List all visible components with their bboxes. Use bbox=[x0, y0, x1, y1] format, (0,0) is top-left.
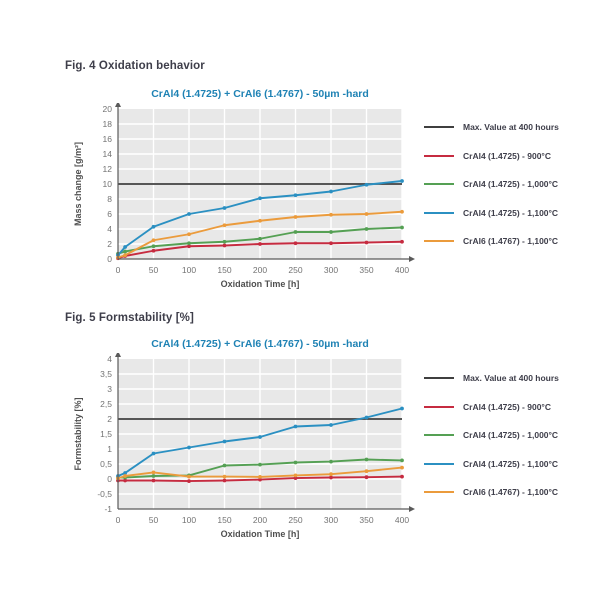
figure-5-heading: Fig. 5 Formstability [%] bbox=[65, 312, 194, 324]
legend-label: CrAl6 (1.4767) - 1,100°C bbox=[463, 236, 559, 246]
svg-text:12: 12 bbox=[103, 164, 113, 174]
oxidation-y-axis-label: Mass change [g/m²] bbox=[73, 141, 83, 227]
svg-text:0: 0 bbox=[116, 265, 121, 275]
svg-text:150: 150 bbox=[217, 265, 231, 275]
svg-text:350: 350 bbox=[359, 265, 373, 275]
legend-label: Max. Value at 400 hours bbox=[463, 373, 559, 383]
svg-text:0,5: 0,5 bbox=[100, 459, 112, 469]
svg-text:3: 3 bbox=[107, 384, 112, 394]
svg-text:16: 16 bbox=[103, 134, 113, 144]
legend-item-cral4-1100: CrAl4 (1.4725) - 1,100°C bbox=[424, 207, 594, 219]
max-value-line-swatch bbox=[424, 126, 454, 128]
svg-text:0: 0 bbox=[116, 515, 121, 525]
svg-text:-1: -1 bbox=[104, 504, 112, 514]
cral6-1100-line-swatch bbox=[424, 491, 454, 493]
legend-label: CrAl4 (1.4725) - 1,000°C bbox=[463, 179, 559, 189]
svg-text:400: 400 bbox=[395, 265, 409, 275]
svg-text:400: 400 bbox=[395, 515, 409, 525]
svg-text:0: 0 bbox=[107, 254, 112, 264]
legend-item-cral4-1100: CrAl4 (1.4725) - 1,100°C bbox=[424, 458, 594, 470]
svg-text:2: 2 bbox=[107, 414, 112, 424]
svg-text:250: 250 bbox=[288, 265, 302, 275]
figure-4-heading: Fig. 4 Oxidation behavior bbox=[65, 60, 205, 72]
legend-label: CrAl4 (1.4725) - 1,100°C bbox=[463, 207, 559, 218]
legend-item-max-value: Max. Value at 400 hours bbox=[424, 121, 594, 133]
svg-text:2: 2 bbox=[107, 239, 112, 249]
svg-text:6: 6 bbox=[107, 209, 112, 219]
svg-text:150: 150 bbox=[217, 515, 231, 525]
formstability-y-axis-label: Formstability [%] bbox=[73, 397, 83, 471]
svg-text:200: 200 bbox=[253, 515, 267, 525]
svg-text:350: 350 bbox=[359, 515, 373, 525]
svg-text:10: 10 bbox=[103, 179, 113, 189]
oxidation-x-axis-label: Oxidation Time [h] bbox=[220, 279, 300, 289]
svg-text:4: 4 bbox=[107, 224, 112, 234]
legend-item-cral6-1100: CrAl6 (1.4767) - 1,100°C bbox=[424, 235, 594, 247]
cral4-900-line-swatch bbox=[424, 405, 454, 408]
cral6-1100-line-swatch bbox=[424, 240, 454, 242]
cral4-900-line-swatch bbox=[424, 154, 454, 157]
svg-text:0: 0 bbox=[107, 474, 112, 484]
svg-text:20: 20 bbox=[103, 104, 113, 114]
max-value-line-swatch bbox=[424, 377, 454, 379]
oxidation-chart-title: CrAl4 (1.4725) + CrAl6 (1.4767) - 50µm -… bbox=[151, 88, 369, 100]
cral4-1100-line-swatch bbox=[424, 211, 454, 214]
oxidation-legend: Max. Value at 400 hours CrAl4 (1.4725) -… bbox=[424, 121, 594, 264]
svg-text:100: 100 bbox=[182, 515, 196, 525]
formstability-chart: -1 -0,5 0 0,5 1 1,5 2 2,5 3 3,5 4 0 50 100 150 200 250 30… bbox=[97, 353, 415, 525]
legend-label: CrAl4 (1.4725) - 1,000°C bbox=[463, 430, 559, 440]
svg-text:18: 18 bbox=[103, 119, 113, 129]
cral4-1000-line-swatch bbox=[424, 183, 454, 185]
svg-text:250: 250 bbox=[288, 515, 302, 525]
svg-text:4: 4 bbox=[107, 354, 112, 364]
svg-text:2,5: 2,5 bbox=[100, 399, 112, 409]
legend-item-cral4-1000: CrAl4 (1.4725) - 1,000°C bbox=[424, 429, 594, 441]
svg-text:100: 100 bbox=[182, 265, 196, 275]
svg-text:3,5: 3,5 bbox=[100, 369, 112, 379]
svg-text:8: 8 bbox=[107, 194, 112, 204]
svg-text:50: 50 bbox=[149, 265, 159, 275]
legend-label: CrAl4 (1.4725) - 900°C bbox=[463, 401, 551, 412]
cral4-1100-line-swatch bbox=[424, 462, 454, 465]
legend-item-max-value: Max. Value at 400 hours bbox=[424, 372, 594, 384]
svg-text:200: 200 bbox=[253, 265, 267, 275]
svg-text:-0,5: -0,5 bbox=[97, 489, 112, 499]
legend-item-cral4-900: CrAl4 (1.4725) - 900°C bbox=[424, 150, 594, 162]
formstability-chart-title: CrAl4 (1.4725) + CrAl6 (1.4767) - 50µm -… bbox=[151, 338, 369, 350]
cral4-1000-line-swatch bbox=[424, 434, 454, 436]
legend-item-cral4-900: CrAl4 (1.4725) - 900°C bbox=[424, 401, 594, 413]
svg-text:50: 50 bbox=[149, 515, 159, 525]
formstability-legend: Max. Value at 400 hours CrAl4 (1.4725) -… bbox=[424, 372, 594, 515]
legend-label: Max. Value at 400 hours bbox=[463, 122, 559, 132]
svg-text:1,5: 1,5 bbox=[100, 429, 112, 439]
legend-label: CrAl4 (1.4725) - 900°C bbox=[463, 150, 551, 161]
legend-label: CrAl6 (1.4767) - 1,100°C bbox=[463, 487, 559, 497]
legend-item-cral6-1100: CrAl6 (1.4767) - 1,100°C bbox=[424, 486, 594, 498]
svg-text:300: 300 bbox=[324, 265, 338, 275]
legend-item-cral4-1000: CrAl4 (1.4725) - 1,000°C bbox=[424, 178, 594, 190]
svg-text:14: 14 bbox=[103, 149, 113, 159]
formstability-x-axis-label: Oxidation Time [h] bbox=[220, 529, 300, 539]
svg-text:1: 1 bbox=[107, 444, 112, 454]
legend-label: CrAl4 (1.4725) - 1,100°C bbox=[463, 458, 559, 469]
svg-text:300: 300 bbox=[324, 515, 338, 525]
